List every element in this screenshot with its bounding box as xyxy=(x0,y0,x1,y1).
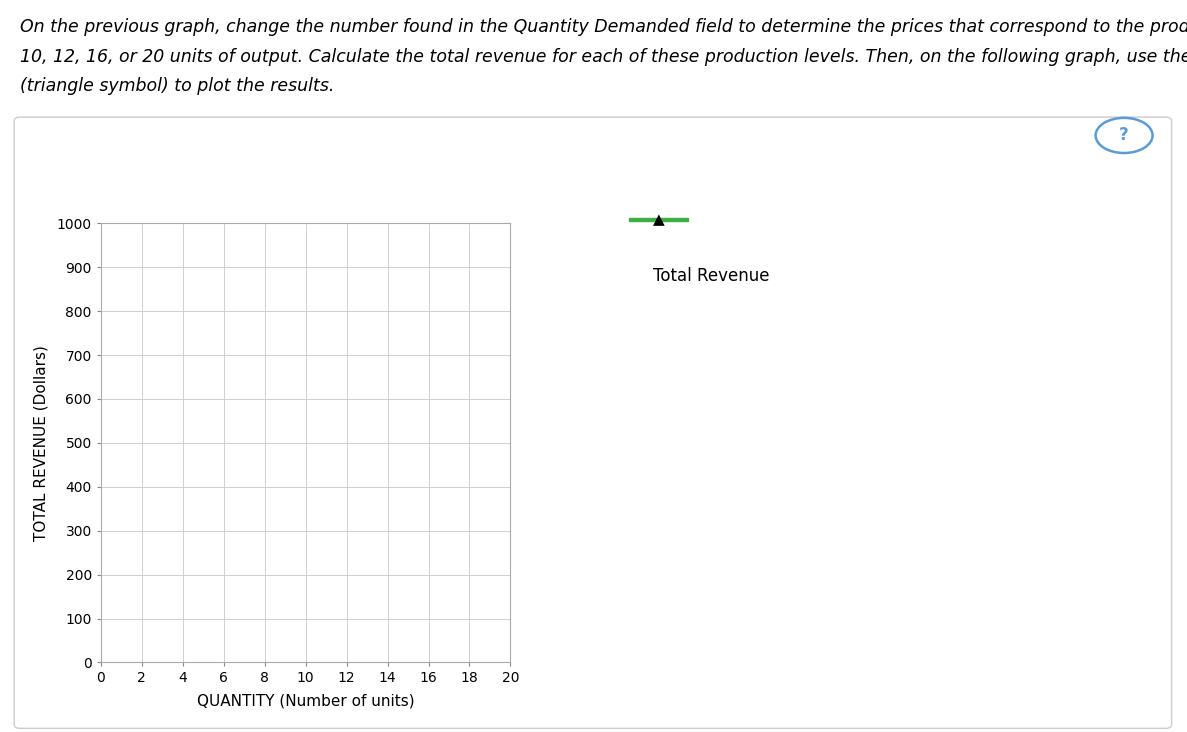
Text: ?: ? xyxy=(1119,127,1129,144)
X-axis label: QUANTITY (Number of units): QUANTITY (Number of units) xyxy=(197,694,414,709)
Text: (triangle symbol) to plot the results.: (triangle symbol) to plot the results. xyxy=(20,77,335,95)
Text: 10, 12, 16, or 20 units of output. Calculate the total revenue for each of these: 10, 12, 16, or 20 units of output. Calcu… xyxy=(20,48,1187,66)
Text: Total Revenue: Total Revenue xyxy=(653,267,769,285)
Text: On the previous graph, change the number found in the Quantity Demanded field to: On the previous graph, change the number… xyxy=(20,18,1187,37)
Text: ▲: ▲ xyxy=(653,212,665,227)
Y-axis label: TOTAL REVENUE (Dollars): TOTAL REVENUE (Dollars) xyxy=(33,345,49,541)
